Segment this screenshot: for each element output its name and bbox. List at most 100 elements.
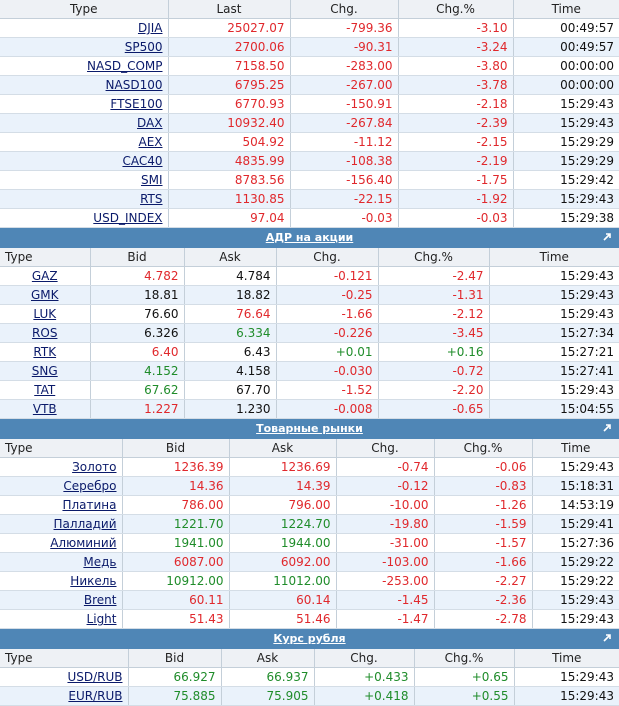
time-value: 15:29:43 [514, 686, 619, 706]
col-chg-pct-header: Chg.% [378, 248, 490, 267]
instrument-name-link[interactable]: Палладий [53, 517, 117, 531]
ask-value: 1236.69 [229, 457, 337, 477]
section-commodities-title[interactable]: Товарные рынки [256, 422, 363, 435]
change-value: -0.226 [276, 323, 379, 343]
instrument-name-link[interactable]: Платина [62, 498, 117, 512]
instrument-name-link[interactable]: GAZ [31, 269, 58, 283]
external-link-icon[interactable] [601, 422, 613, 434]
col-type-header: Type [0, 248, 91, 267]
last-value: 6770.93 [168, 94, 291, 114]
time-value: 15:29:42 [513, 170, 619, 190]
last-value: 25027.07 [168, 18, 291, 38]
instrument-name-link[interactable]: NASD_COMP [87, 59, 163, 73]
instrument-name: Light [0, 609, 123, 629]
change-pct-value: -0.03 [398, 208, 514, 228]
change-value: -156.40 [290, 170, 399, 190]
instrument-name-link[interactable]: TAT [34, 383, 56, 397]
last-value: 97.04 [168, 208, 291, 228]
change-pct-value: -2.15 [398, 132, 514, 152]
instrument-name: FTSE100 [0, 94, 169, 114]
change-pct-value: -2.27 [434, 571, 533, 591]
table-row: GMK 18.81 18.82 -0.25 -1.31 15:29:43 [0, 285, 619, 305]
instrument-name-link[interactable]: VTB [32, 402, 57, 416]
change-value: -0.12 [336, 476, 435, 496]
bid-value: 1941.00 [122, 533, 230, 553]
instrument-name-link[interactable]: FTSE100 [110, 97, 163, 111]
change-pct-value: -1.31 [378, 285, 490, 305]
section-adr-title[interactable]: АДР на акции [265, 231, 354, 244]
table-row: Никель 10912.00 11012.00 -253.00 -2.27 15:29:… [0, 571, 619, 591]
bid-value: 6087.00 [122, 552, 230, 572]
instrument-name-link[interactable]: Медь [83, 555, 117, 569]
table-row: EUR/RUB 75.885 75.905 +0.418 +0.55 15:29:43 [0, 686, 619, 706]
instrument-name-link[interactable]: Light [86, 612, 117, 626]
instrument-name-link[interactable]: NASD100 [105, 78, 163, 92]
change-pct-value: -3.10 [398, 18, 514, 38]
col-time-header: Time [513, 0, 619, 19]
adr-body: GAZ 4.782 4.784 -0.121 -2.47 15:29:43 GMK 18.81… [0, 266, 619, 419]
instrument-name-link[interactable]: Золото [72, 460, 117, 474]
instrument-name-link[interactable]: USD_INDEX [93, 211, 163, 225]
instrument-name-link[interactable]: DJIA [137, 21, 163, 35]
col-type-header: Type [0, 649, 129, 668]
time-value: 00:00:00 [513, 75, 619, 95]
external-link-icon[interactable] [601, 231, 613, 243]
time-value: 15:29:43 [513, 113, 619, 133]
change-pct-value: -3.80 [398, 56, 514, 76]
bid-value: 67.62 [90, 380, 185, 400]
change-pct-value: -1.57 [434, 533, 533, 553]
instrument-name-link[interactable]: Алюминий [50, 536, 117, 550]
table-row: Light 51.43 51.46 -1.47 -2.78 15:29:43 [0, 609, 619, 629]
bid-value: 60.11 [122, 590, 230, 610]
bid-value: 6.40 [90, 342, 185, 362]
change-pct-value: -2.39 [398, 113, 514, 133]
external-link-icon[interactable] [601, 632, 613, 644]
instrument-name-link[interactable]: SMI [140, 173, 163, 187]
instrument-name-link[interactable]: SP500 [124, 40, 163, 54]
instrument-name-link[interactable]: RTS [140, 192, 163, 206]
instrument-name-link[interactable]: ROS [32, 326, 58, 340]
last-value: 504.92 [168, 132, 291, 152]
instrument-name: SNG [0, 361, 91, 381]
change-pct-value: -3.24 [398, 37, 514, 57]
instrument-name-link[interactable]: CAC40 [122, 154, 163, 168]
col-type-header: Type [0, 0, 169, 19]
commodities-body: Золото 1236.39 1236.69 -0.74 -0.06 15:29:43 Се… [0, 457, 619, 629]
adr-header-row: Type Bid Ask Chg. Chg.% Time [0, 248, 619, 267]
section-ruble-title[interactable]: Курс рубля [273, 632, 346, 645]
instrument-name-link[interactable]: Никель [70, 574, 117, 588]
change-value: -22.15 [290, 189, 399, 209]
instrument-name-link[interactable]: Brent [83, 593, 117, 607]
instrument-name-link[interactable]: AEX [138, 135, 163, 149]
col-bid-header: Bid [122, 439, 230, 458]
change-value: -253.00 [336, 571, 435, 591]
instrument-name: GMK [0, 285, 91, 305]
time-value: 15:29:43 [532, 457, 619, 477]
instrument-name-link[interactable]: USD/RUB [67, 670, 123, 684]
ruble-body: USD/RUB 66.927 66.937 +0.433 +0.65 15:29:43 EU… [0, 667, 619, 706]
col-time-header: Time [514, 649, 619, 668]
instrument-name-link[interactable]: LUK [33, 307, 57, 321]
ask-value: 6.334 [184, 323, 277, 343]
instrument-name: USD_INDEX [0, 208, 169, 228]
bid-value: 786.00 [122, 495, 230, 515]
col-chg-header: Chg. [290, 0, 399, 19]
col-chg-pct-header: Chg.% [414, 649, 515, 668]
instrument-name-link[interactable]: Серебро [63, 479, 117, 493]
instrument-name-link[interactable]: GMK [30, 288, 59, 302]
instrument-name: Никель [0, 571, 123, 591]
change-value: -19.80 [336, 514, 435, 534]
col-type-header: Type [0, 439, 123, 458]
indices-table: Type Last Chg. Chg.% Time DJIA 25027.07 -7… [0, 0, 619, 228]
instrument-name-link[interactable]: EUR/RUB [68, 689, 123, 703]
time-value: 15:27:41 [489, 361, 619, 381]
instrument-name-link[interactable]: DAX [137, 116, 163, 130]
ruble-header-row: Type Bid Ask Chg. Chg.% Time [0, 649, 619, 668]
ask-value: 66.937 [221, 667, 315, 687]
last-value: 10932.40 [168, 113, 291, 133]
ask-value: 18.82 [184, 285, 277, 305]
instrument-name-link[interactable]: SNG [31, 364, 58, 378]
instrument-name-link[interactable]: RTK [33, 345, 57, 359]
change-pct-value: -1.66 [434, 552, 533, 572]
